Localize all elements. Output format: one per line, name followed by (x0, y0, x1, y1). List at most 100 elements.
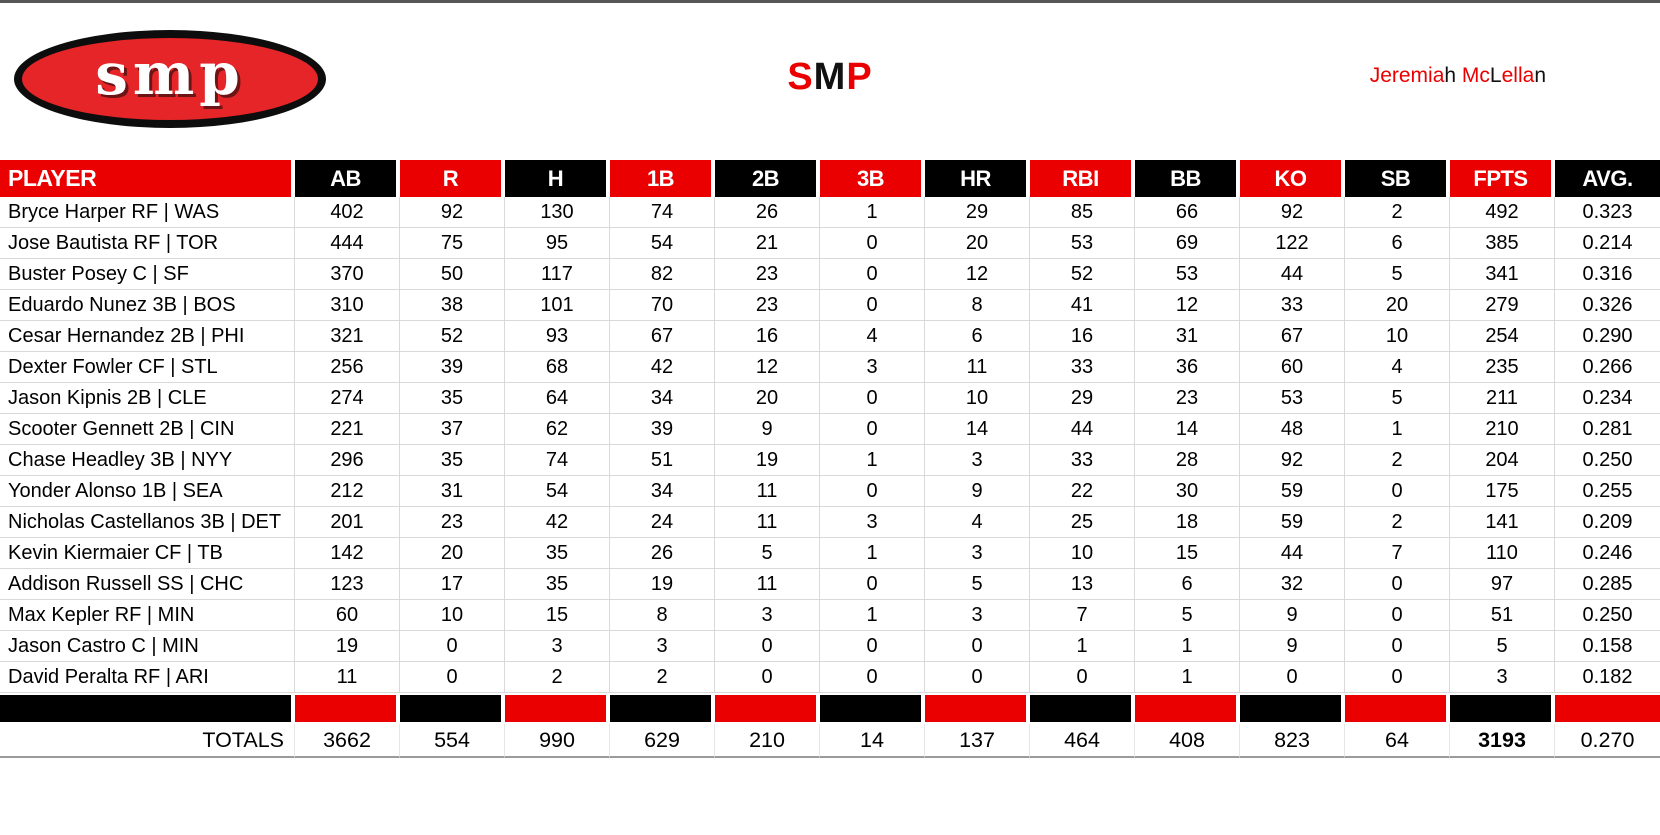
stat-cell-1b: 70 (610, 290, 715, 321)
stat-cell-3b: 1 (820, 197, 925, 228)
player-name-cell: Jason Kipnis 2B | CLE (0, 383, 295, 414)
stat-cell-rbi: 53 (1030, 228, 1135, 259)
stat-cell-2b: 12 (715, 352, 820, 383)
player-name-cell: David Peralta RF | ARI (0, 662, 295, 693)
stat-cell-ko: 53 (1240, 383, 1345, 414)
column-header-fpts: FPTS (1450, 160, 1555, 197)
stat-cell-3b: 0 (820, 569, 925, 600)
stat-cell-bb: 69 (1135, 228, 1240, 259)
player-row: Jason Kipnis 2B | CLE 274 35 64 34 20 0 10 29 23 5… (0, 383, 1660, 414)
stat-cell-1b: 34 (610, 476, 715, 507)
stat-cell-fpts: 97 (1450, 569, 1555, 600)
stat-cell-avg: 0.234 (1555, 383, 1660, 414)
stat-cell-rbi: 13 (1030, 569, 1135, 600)
stat-cell-r: 39 (400, 352, 505, 383)
stat-cell-ab: 221 (295, 414, 400, 445)
separator-row (0, 693, 1660, 724)
stat-cell-1b: 34 (610, 383, 715, 414)
stat-cell-hr: 0 (925, 662, 1030, 693)
stat-cell-ab: 370 (295, 259, 400, 290)
stat-cell-fpts: 141 (1450, 507, 1555, 538)
stat-cell-1b: 24 (610, 507, 715, 538)
total-cell-fpts: 3193 (1450, 724, 1555, 758)
stat-cell-hr: 8 (925, 290, 1030, 321)
text-segment: n (1534, 64, 1546, 87)
separator-cell-rbi (1030, 693, 1135, 724)
stat-cell-ab: 296 (295, 445, 400, 476)
stat-cell-h: 95 (505, 228, 610, 259)
total-cell-hr: 137 (925, 724, 1030, 758)
stat-cell-hr: 0 (925, 631, 1030, 662)
stat-cell-hr: 5 (925, 569, 1030, 600)
stat-cell-1b: 8 (610, 600, 715, 631)
column-header-rbi: RBI (1030, 160, 1135, 197)
stat-cell-rbi: 22 (1030, 476, 1135, 507)
page-title: SMP (0, 56, 1660, 99)
stat-cell-ko: 60 (1240, 352, 1345, 383)
total-cell-rbi: 464 (1030, 724, 1135, 758)
stat-cell-1b: 26 (610, 538, 715, 569)
total-cell-h: 990 (505, 724, 610, 758)
stat-cell-h: 35 (505, 569, 610, 600)
stat-cell-1b: 42 (610, 352, 715, 383)
stat-cell-bb: 14 (1135, 414, 1240, 445)
column-header-h: H (505, 160, 610, 197)
stat-cell-sb: 20 (1345, 290, 1450, 321)
stat-cell-ko: 92 (1240, 197, 1345, 228)
stat-cell-2b: 9 (715, 414, 820, 445)
stat-cell-r: 50 (400, 259, 505, 290)
stat-cell-r: 37 (400, 414, 505, 445)
stat-cell-r: 23 (400, 507, 505, 538)
stat-cell-hr: 12 (925, 259, 1030, 290)
stat-cell-sb: 2 (1345, 445, 1450, 476)
totals-label: TOTALS (0, 724, 295, 758)
stat-cell-hr: 11 (925, 352, 1030, 383)
stat-cell-2b: 16 (715, 321, 820, 352)
text-segment: S (787, 56, 814, 98)
stat-cell-sb: 5 (1345, 383, 1450, 414)
stat-cell-fpts: 175 (1450, 476, 1555, 507)
stat-cell-1b: 54 (610, 228, 715, 259)
stat-cell-sb: 2 (1345, 507, 1450, 538)
stat-cell-avg: 0.246 (1555, 538, 1660, 569)
stat-cell-2b: 21 (715, 228, 820, 259)
stat-cell-sb: 7 (1345, 538, 1450, 569)
stat-cell-2b: 11 (715, 507, 820, 538)
stat-cell-ab: 142 (295, 538, 400, 569)
stat-cell-1b: 82 (610, 259, 715, 290)
total-cell-ko: 823 (1240, 724, 1345, 758)
stat-cell-ko: 59 (1240, 476, 1345, 507)
player-name-cell: Max Kepler RF | MIN (0, 600, 295, 631)
stat-cell-1b: 19 (610, 569, 715, 600)
stat-cell-2b: 23 (715, 259, 820, 290)
separator-cell-fpts (1450, 693, 1555, 724)
stat-cell-sb: 10 (1345, 321, 1450, 352)
player-row: Max Kepler RF | MIN 60 10 15 8 3 1 3 7 5 9 0 51 0.250 (0, 600, 1660, 631)
stat-cell-ab: 212 (295, 476, 400, 507)
stat-cell-sb: 0 (1345, 476, 1450, 507)
column-header-player: PLAYER (0, 160, 295, 197)
stat-cell-bb: 1 (1135, 631, 1240, 662)
stat-cell-h: 117 (505, 259, 610, 290)
stat-cell-h: 54 (505, 476, 610, 507)
player-name-cell: Yonder Alonso 1B | SEA (0, 476, 295, 507)
text-segment: h (1444, 64, 1462, 87)
stat-cell-h: 35 (505, 538, 610, 569)
stat-cell-h: 64 (505, 383, 610, 414)
column-header-r: R (400, 160, 505, 197)
stat-cell-bb: 18 (1135, 507, 1240, 538)
stat-cell-hr: 3 (925, 600, 1030, 631)
stat-cell-h: 3 (505, 631, 610, 662)
column-header-2b: 2B (715, 160, 820, 197)
stat-cell-fpts: 235 (1450, 352, 1555, 383)
stat-cell-fpts: 279 (1450, 290, 1555, 321)
column-header-1b: 1B (610, 160, 715, 197)
total-cell-2b: 210 (715, 724, 820, 758)
player-row: Kevin Kiermaier CF | TB 142 20 35 26 5 1 3 10 15 4… (0, 538, 1660, 569)
stat-cell-fpts: 385 (1450, 228, 1555, 259)
stat-cell-fpts: 51 (1450, 600, 1555, 631)
stat-cell-2b: 23 (715, 290, 820, 321)
player-row: Eduardo Nunez 3B | BOS 310 38 101 70 23 0 8 41 12… (0, 290, 1660, 321)
stat-cell-hr: 3 (925, 445, 1030, 476)
player-name-cell: Buster Posey C | SF (0, 259, 295, 290)
